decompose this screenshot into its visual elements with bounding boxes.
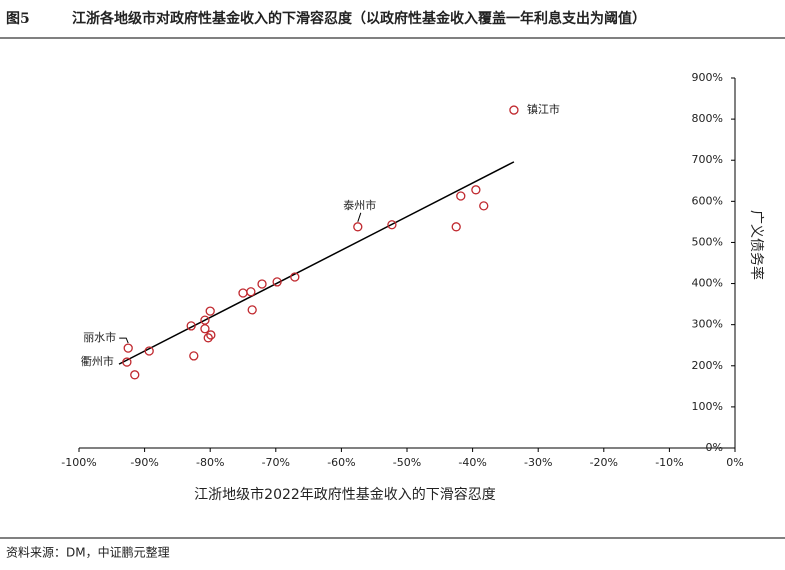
point [205,306,215,316]
point [456,191,466,201]
point [130,370,140,380]
x-tick-label: 0% [726,456,743,469]
x-tick-label: -40% [458,456,486,469]
point [206,330,216,340]
point [387,220,397,230]
figure-label: 图5 [6,11,30,27]
point [246,287,256,297]
point [238,288,248,298]
y-tick-label: 200% [692,359,723,372]
x-tick-label: -10% [655,456,683,469]
point [257,279,267,289]
y-tick-label: 500% [692,235,723,248]
point [247,305,257,315]
point [290,272,300,282]
y-tick-label: 800% [692,112,723,125]
point [509,105,519,115]
point [353,222,363,232]
point-label: 丽水市 [83,330,116,344]
point [471,185,481,195]
x-tick-label: -50% [393,456,421,469]
x-axis-title: 江浙地级市2022年政府性基金收入的下滑容忍度 [194,486,496,503]
y-tick-label: 700% [692,153,723,166]
x-tick-label: -90% [130,456,158,469]
point-label: 泰州市 [343,198,376,212]
y-tick-label: 600% [692,194,723,207]
x-tick-label: -60% [327,456,355,469]
x-tick-label: -20% [590,456,618,469]
x-tick-label: -30% [524,456,552,469]
point [451,222,461,232]
point [272,277,282,287]
source: 资料来源：DM，中证鹏元整理 [6,545,170,560]
point [123,343,133,353]
point [144,346,154,356]
trend-line [118,161,515,365]
leader [119,337,129,344]
x-tick-label: -70% [262,456,290,469]
y-tick-label: 0% [706,441,723,454]
point [122,357,132,367]
point [203,333,213,343]
point [200,324,210,334]
y-tick-label: 900% [692,71,723,84]
y-tick-label: 300% [692,318,723,331]
x-tick-label: -100% [61,456,96,469]
point [479,201,489,211]
y-tick-label: 400% [692,277,723,290]
point [189,351,199,361]
point [186,321,196,331]
leader [357,212,362,222]
point-label: 镇江市 [527,102,560,116]
y-axis-title: 广义债务率 [748,210,765,280]
x-tick-label: -80% [196,456,224,469]
point-label: 衢州市 [81,354,114,368]
y-tick-label: 100% [692,400,723,413]
chart-title: 江浙各地级市对政府性基金收入的下滑容忍度（以政府性基金收入覆盖一年利息支出为阈值… [72,10,646,27]
